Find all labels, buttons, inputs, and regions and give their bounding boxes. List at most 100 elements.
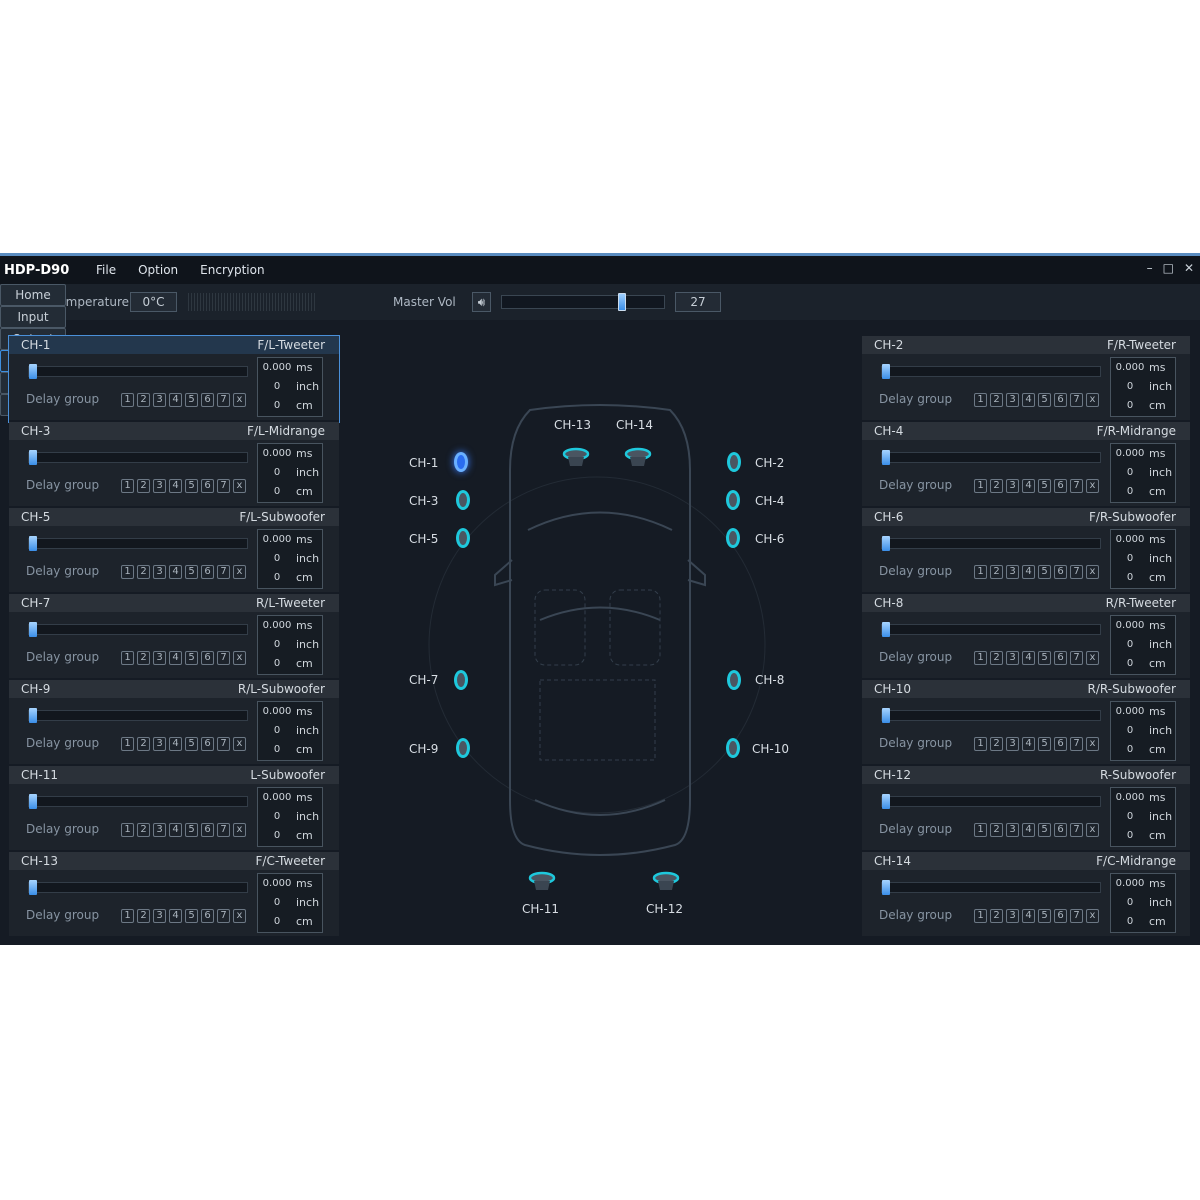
delay-group-button[interactable]: x — [1086, 565, 1099, 579]
slider-thumb[interactable] — [29, 364, 37, 379]
delay-slider[interactable] — [881, 536, 1101, 551]
delay-group-button[interactable]: 1 — [974, 393, 987, 407]
delay-ms-value[interactable]: 0.000 — [262, 792, 292, 803]
delay-slider[interactable] — [28, 364, 248, 379]
delay-inch-value[interactable]: 0 — [273, 553, 281, 564]
delay-ms-value[interactable]: 0.000 — [262, 448, 292, 459]
delay-group-button[interactable]: 5 — [1038, 651, 1051, 665]
delay-group-button[interactable]: 5 — [1038, 393, 1051, 407]
delay-group-button[interactable]: 5 — [1038, 737, 1051, 751]
delay-group-button[interactable]: 3 — [153, 565, 166, 579]
delay-cm-value[interactable]: 0 — [1126, 486, 1134, 497]
delay-group-button[interactable]: 7 — [1070, 737, 1083, 751]
delay-group-button[interactable]: 7 — [217, 737, 230, 751]
delay-group-button[interactable]: 6 — [201, 909, 214, 923]
delay-group-button[interactable]: 2 — [990, 651, 1003, 665]
slider-thumb[interactable] — [29, 880, 37, 895]
master-vol-slider[interactable] — [501, 293, 665, 311]
speaker-icon[interactable] — [562, 446, 590, 470]
delay-group-button[interactable]: 5 — [1038, 909, 1051, 923]
delay-group-button[interactable]: 6 — [1054, 565, 1067, 579]
speaker-icon[interactable] — [624, 446, 652, 470]
delay-group-button[interactable]: 6 — [201, 823, 214, 837]
delay-group-button[interactable]: 4 — [1022, 737, 1035, 751]
delay-group-button[interactable]: 1 — [974, 651, 987, 665]
delay-group-button[interactable]: 5 — [185, 651, 198, 665]
delay-group-button[interactable]: 4 — [1022, 565, 1035, 579]
delay-group-button[interactable]: 3 — [1006, 823, 1019, 837]
delay-group-button[interactable]: 1 — [121, 823, 134, 837]
delay-group-button[interactable]: 4 — [169, 393, 182, 407]
delay-group-button[interactable]: 6 — [201, 737, 214, 751]
delay-group-button[interactable]: 1 — [121, 909, 134, 923]
delay-group-button[interactable]: x — [233, 737, 246, 751]
delay-group-button[interactable]: 3 — [153, 737, 166, 751]
slider-thumb[interactable] — [882, 880, 890, 895]
delay-group-button[interactable]: 4 — [169, 651, 182, 665]
delay-cm-value[interactable]: 0 — [273, 916, 281, 927]
speaker-icon[interactable] — [454, 452, 468, 472]
delay-group-button[interactable]: 4 — [1022, 479, 1035, 493]
delay-group-button[interactable]: 2 — [137, 479, 150, 493]
delay-group-button[interactable]: 2 — [137, 737, 150, 751]
speaker-icon[interactable] — [726, 490, 740, 510]
delay-slider[interactable] — [881, 708, 1101, 723]
delay-ms-value[interactable]: 0.000 — [1115, 792, 1145, 803]
delay-group-button[interactable]: 6 — [1054, 909, 1067, 923]
delay-group-button[interactable]: 7 — [1070, 909, 1083, 923]
delay-group-button[interactable]: 4 — [1022, 909, 1035, 923]
delay-group-button[interactable]: 2 — [990, 823, 1003, 837]
delay-group-button[interactable]: 3 — [153, 909, 166, 923]
delay-group-button[interactable]: 1 — [121, 393, 134, 407]
delay-cm-value[interactable]: 0 — [273, 744, 281, 755]
delay-cm-value[interactable]: 0 — [273, 830, 281, 841]
delay-group-button[interactable]: 5 — [185, 737, 198, 751]
delay-inch-value[interactable]: 0 — [273, 897, 281, 908]
speaker-icon[interactable] — [652, 870, 680, 894]
delay-group-button[interactable]: 3 — [1006, 909, 1019, 923]
speaker-mute-icon[interactable]: 🔊︎ — [472, 292, 491, 312]
delay-group-button[interactable]: 7 — [217, 393, 230, 407]
delay-group-button[interactable]: 7 — [1070, 565, 1083, 579]
delay-group-button[interactable]: 1 — [121, 565, 134, 579]
delay-group-button[interactable]: 1 — [974, 737, 987, 751]
delay-group-button[interactable]: 4 — [169, 479, 182, 493]
delay-inch-value[interactable]: 0 — [1126, 725, 1134, 736]
slider-thumb[interactable] — [882, 622, 890, 637]
delay-group-button[interactable]: 1 — [974, 823, 987, 837]
delay-inch-value[interactable]: 0 — [1126, 897, 1134, 908]
delay-group-button[interactable]: 2 — [137, 651, 150, 665]
delay-group-button[interactable]: 7 — [217, 823, 230, 837]
delay-cm-value[interactable]: 0 — [1126, 830, 1134, 841]
delay-ms-value[interactable]: 0.000 — [1115, 706, 1145, 717]
delay-slider[interactable] — [881, 622, 1101, 637]
delay-slider[interactable] — [28, 708, 248, 723]
delay-group-button[interactable]: 6 — [201, 565, 214, 579]
delay-group-button[interactable]: 4 — [1022, 651, 1035, 665]
delay-slider[interactable] — [28, 450, 248, 465]
delay-group-button[interactable]: x — [1086, 737, 1099, 751]
delay-ms-value[interactable]: 0.000 — [262, 620, 292, 631]
delay-group-button[interactable]: 2 — [137, 393, 150, 407]
delay-group-button[interactable]: 4 — [169, 823, 182, 837]
close-icon[interactable]: ✕ — [1183, 261, 1194, 275]
delay-group-button[interactable]: 1 — [121, 651, 134, 665]
slider-thumb[interactable] — [882, 450, 890, 465]
delay-group-button[interactable]: 6 — [201, 479, 214, 493]
delay-group-button[interactable]: 5 — [1038, 565, 1051, 579]
delay-group-button[interactable]: 7 — [1070, 393, 1083, 407]
delay-group-button[interactable]: 1 — [974, 909, 987, 923]
delay-slider[interactable] — [881, 450, 1101, 465]
delay-group-button[interactable]: 3 — [1006, 565, 1019, 579]
delay-ms-value[interactable]: 0.000 — [262, 706, 292, 717]
slider-thumb[interactable] — [882, 364, 890, 379]
delay-group-button[interactable]: 3 — [1006, 651, 1019, 665]
speaker-icon[interactable] — [454, 670, 468, 690]
